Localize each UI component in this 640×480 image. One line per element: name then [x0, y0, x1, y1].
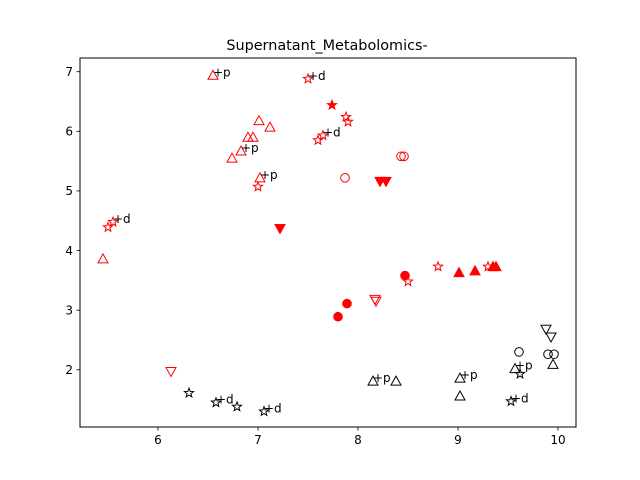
point-annotation: +p: [373, 371, 391, 385]
triangle-up-marker: [469, 264, 481, 276]
point-annotation: +d: [308, 69, 326, 83]
x-tick-label: 9: [454, 433, 462, 447]
star-marker: [183, 386, 195, 399]
star-marker: [312, 134, 324, 146]
circle-marker: [514, 347, 524, 357]
star-marker: [432, 260, 444, 272]
triangle-up-marker: [242, 131, 254, 142]
triangle-down-marker: [545, 332, 557, 344]
star-marker: [514, 367, 526, 379]
point-annotation: +p: [515, 359, 533, 373]
circle-marker: [399, 151, 409, 162]
axes-frame: [79, 57, 577, 428]
triangle-up-marker: [254, 171, 266, 183]
star-marker: [258, 405, 270, 417]
star-marker: [326, 98, 338, 111]
triangle-up-marker: [247, 131, 259, 142]
star-marker: [210, 396, 222, 408]
star-marker: [107, 215, 119, 227]
y-tick-label: 5: [65, 184, 73, 198]
triangle-down-marker: [370, 296, 382, 308]
triangle-up-marker: [253, 114, 265, 126]
y-axis: 2 3 4 5 6 7: [65, 65, 80, 377]
circle-marker: [333, 311, 343, 322]
triangle-up-marker: [97, 252, 109, 264]
y-tick-label: 3: [65, 303, 73, 317]
y-tick-label: 7: [65, 65, 73, 79]
star-marker: [505, 395, 517, 407]
triangle-up-marker: [453, 266, 465, 278]
triangle-up-marker: [367, 375, 379, 386]
x-tick-label: 6: [154, 433, 162, 447]
y-tick-label: 6: [65, 125, 73, 139]
point-annotation: +d: [113, 212, 131, 226]
point-annotation: +d: [216, 393, 234, 407]
point-annotation: +p: [460, 368, 478, 382]
circle-marker: [543, 349, 553, 360]
star-marker: [102, 221, 114, 233]
triangle-up-marker: [390, 375, 402, 386]
circle-marker: [340, 173, 350, 183]
circle-marker: [342, 298, 352, 309]
triangle-down-marker: [274, 223, 286, 235]
star-marker: [252, 180, 264, 192]
triangle-up-marker: [264, 121, 276, 132]
triangle-down-marker: [380, 176, 392, 188]
x-tick-label: 7: [254, 433, 262, 447]
triangle-down-marker: [540, 324, 552, 336]
star-marker: [302, 72, 314, 84]
triangle-down-marker: [165, 367, 177, 378]
point-annotation: +d: [264, 402, 282, 416]
plot-area: +p +d+d+p+p+d+p +p+p+d+d+d: [97, 65, 559, 417]
point-annotation: +d: [323, 125, 341, 139]
triangle-up-marker: [226, 152, 238, 163]
triangle-up-marker: [454, 389, 466, 401]
triangle-up-marker: [207, 69, 219, 80]
triangle-up-marker: [490, 260, 502, 272]
y-tick-label: 2: [65, 363, 73, 377]
x-axis: 6 7 8 9 10: [154, 427, 566, 447]
point-annotation: +p: [260, 168, 278, 182]
circle-marker: [396, 151, 406, 162]
point-annotation: +d: [511, 391, 529, 405]
star-marker: [342, 115, 354, 127]
x-tick-label: 8: [354, 433, 362, 447]
star-marker: [340, 110, 352, 123]
point-annotation: +p: [213, 65, 231, 79]
y-tick-label: 4: [65, 244, 73, 258]
triangle-up-marker: [454, 372, 466, 383]
triangle-up-marker: [547, 358, 559, 369]
triangle-up-marker: [235, 144, 247, 156]
x-tick-label: 10: [550, 433, 565, 447]
circle-marker: [549, 349, 559, 360]
star-marker: [317, 129, 329, 141]
circle-marker: [400, 270, 410, 281]
star-marker: [231, 400, 243, 412]
chart-title: Supernatant_Metabolomics-: [226, 38, 427, 54]
point-annotation: +p: [241, 141, 259, 155]
